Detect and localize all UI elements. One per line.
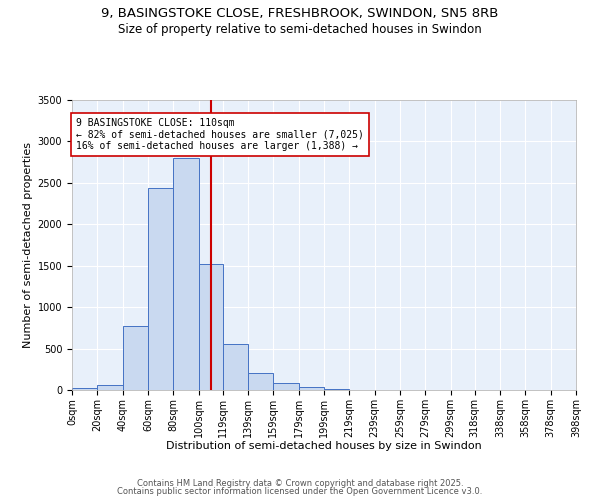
- Text: Size of property relative to semi-detached houses in Swindon: Size of property relative to semi-detach…: [118, 22, 482, 36]
- Bar: [97, 385, 122, 390]
- Bar: [173, 158, 199, 390]
- Bar: [148, 188, 173, 390]
- Bar: [274, 382, 299, 390]
- Bar: [223, 344, 248, 390]
- Bar: [324, 389, 349, 390]
- Bar: [199, 264, 223, 390]
- Text: 9, BASINGSTOKE CLOSE, FRESHBROOK, SWINDON, SN5 8RB: 9, BASINGSTOKE CLOSE, FRESHBROOK, SWINDO…: [101, 8, 499, 20]
- Bar: [122, 326, 148, 390]
- X-axis label: Distribution of semi-detached houses by size in Swindon: Distribution of semi-detached houses by …: [166, 441, 482, 451]
- Text: Contains public sector information licensed under the Open Government Licence v3: Contains public sector information licen…: [118, 487, 482, 496]
- Text: 9 BASINGSTOKE CLOSE: 110sqm
← 82% of semi-detached houses are smaller (7,025)
16: 9 BASINGSTOKE CLOSE: 110sqm ← 82% of sem…: [76, 118, 364, 152]
- Bar: [72, 388, 97, 390]
- Y-axis label: Number of semi-detached properties: Number of semi-detached properties: [23, 142, 34, 348]
- Bar: [248, 374, 274, 390]
- Bar: [299, 387, 324, 390]
- Text: Contains HM Land Registry data © Crown copyright and database right 2025.: Contains HM Land Registry data © Crown c…: [137, 478, 463, 488]
